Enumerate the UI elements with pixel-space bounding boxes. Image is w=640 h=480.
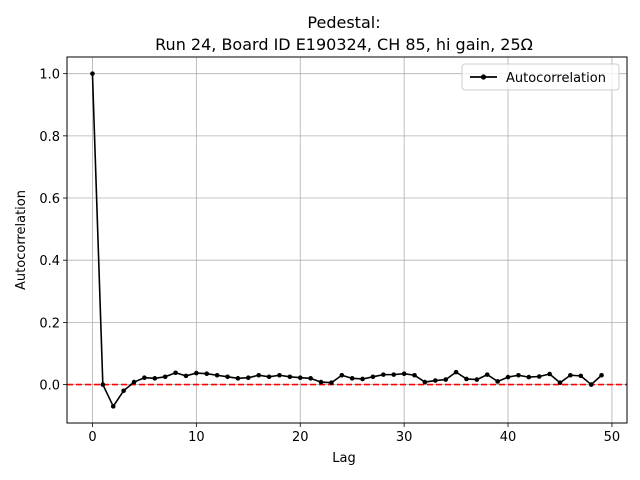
data-point: [204, 371, 210, 376]
data-point: [526, 374, 532, 380]
data-point: [235, 376, 241, 381]
y-tick-label: 0.2: [39, 316, 60, 331]
data-point: [412, 372, 417, 378]
data-point: [142, 375, 147, 381]
data-point: [173, 370, 178, 376]
y-tick-label: 0.6: [39, 192, 60, 207]
y-tick-label: 0.8: [39, 130, 60, 145]
chart-title-line-2: Run 24, Board ID E190324, CH 85, hi gain…: [155, 35, 533, 54]
legend-box: [461, 63, 620, 91]
data-point: [349, 376, 355, 381]
data-point: [443, 377, 449, 382]
data-point: [287, 374, 293, 380]
chart-title-line-1: Pedestal:: [307, 13, 380, 32]
data-point: [381, 372, 386, 377]
data-point: [266, 374, 272, 380]
grid-lines: [67, 57, 627, 423]
data-point: [110, 404, 116, 409]
data-point: [297, 375, 303, 381]
data-point: [578, 373, 584, 379]
y-tick-label: 0.4: [39, 254, 60, 269]
x-tick-label: 0: [88, 430, 96, 445]
data-point: [391, 372, 397, 377]
data-point: [433, 378, 438, 383]
data-point: [131, 379, 137, 385]
data-point: [557, 380, 563, 386]
data-point: [360, 376, 365, 382]
series-layer: [90, 71, 604, 409]
y-axis-label: Autocorrelation: [14, 190, 29, 290]
x-axis-label: Lag: [332, 451, 355, 466]
data-point: [588, 382, 594, 387]
x-axis-ticks: 0 10 20 30 40 50: [88, 423, 620, 445]
data-point: [370, 374, 376, 380]
data-point: [339, 372, 345, 378]
data-point: [194, 370, 199, 376]
data-point: [308, 376, 313, 381]
data-point: [599, 372, 604, 378]
data-point: [100, 382, 106, 387]
data-point: [277, 372, 282, 378]
y-axis-ticks: 0.0 0.2 0.4 0.6 0.8 1.0: [39, 68, 67, 394]
data-point: [422, 379, 428, 385]
x-tick-label: 50: [604, 430, 621, 445]
y-tick-label: 0.0: [39, 379, 60, 394]
plot-area-frame: [66, 56, 628, 424]
data-point: [547, 371, 552, 377]
data-point: [505, 374, 511, 380]
data-point: [183, 373, 189, 379]
data-point: [495, 379, 500, 384]
data-point: [318, 379, 324, 385]
data-point: [162, 374, 168, 380]
data-point: [474, 377, 480, 382]
y-tick-label: 1.0: [39, 68, 60, 83]
data-point: [401, 371, 407, 376]
data-point: [536, 374, 542, 379]
data-point: [214, 372, 220, 378]
data-point: [464, 376, 469, 382]
data-point: [568, 372, 573, 378]
x-tick-label: 30: [396, 430, 413, 445]
legend: Autocorrelation: [461, 63, 620, 91]
x-tick-label: 20: [292, 430, 309, 445]
data-point: [245, 375, 251, 381]
data-point: [484, 372, 490, 377]
data-point: [225, 374, 230, 380]
data-point: [90, 71, 95, 76]
data-point: [256, 372, 261, 378]
legend-marker-sample: [480, 74, 487, 80]
data-point: [453, 369, 459, 375]
legend-label: Autocorrelation: [506, 71, 606, 86]
data-point: [329, 380, 334, 386]
x-tick-label: 10: [188, 430, 205, 445]
data-point: [516, 372, 521, 378]
x-tick-label: 40: [500, 430, 517, 445]
data-point: [152, 376, 158, 381]
data-point: [121, 388, 126, 394]
